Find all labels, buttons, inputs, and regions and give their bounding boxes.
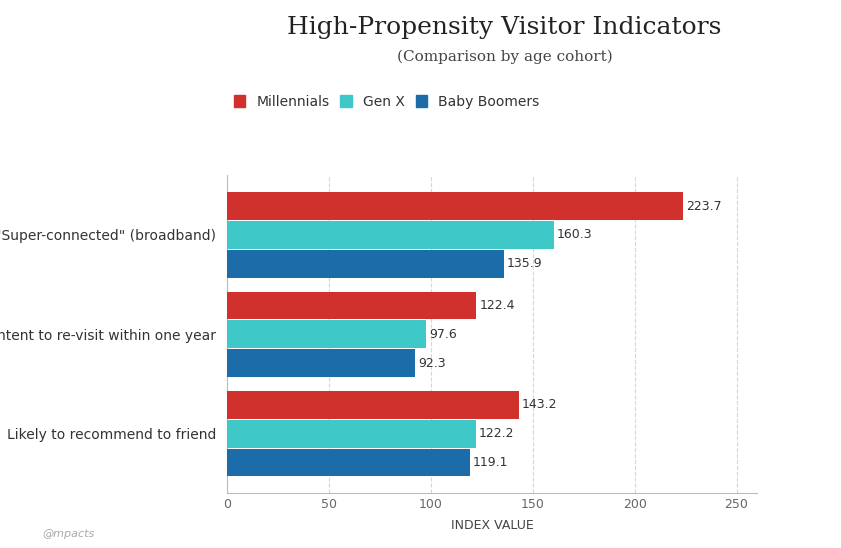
Bar (227, 321, 426, 348)
X-axis label: INDEX VALUE: INDEX VALUE (451, 520, 533, 533)
Text: 122.4: 122.4 (479, 299, 515, 312)
Bar (227, 349, 415, 377)
Text: (Comparison by age cohort): (Comparison by age cohort) (397, 49, 612, 64)
Bar (227, 250, 504, 278)
Legend: Millennials, Gen X, Baby Boomers: Millennials, Gen X, Baby Boomers (234, 95, 539, 109)
Bar (227, 221, 553, 249)
Text: 223.7: 223.7 (686, 199, 722, 213)
Text: 143.2: 143.2 (522, 398, 558, 412)
Text: 97.6: 97.6 (429, 328, 457, 341)
Text: 119.1: 119.1 (473, 456, 508, 469)
Text: High-Propensity Visitor Indicators: High-Propensity Visitor Indicators (288, 16, 722, 39)
Text: 160.3: 160.3 (557, 229, 592, 242)
Bar (227, 448, 470, 476)
Text: @mpacts: @mpacts (42, 529, 94, 539)
Text: 92.3: 92.3 (418, 357, 446, 369)
Text: 135.9: 135.9 (507, 257, 542, 270)
Bar (227, 292, 477, 319)
Bar (227, 420, 476, 448)
Bar (227, 192, 683, 220)
Text: 122.2: 122.2 (479, 427, 515, 440)
Bar (227, 391, 519, 419)
